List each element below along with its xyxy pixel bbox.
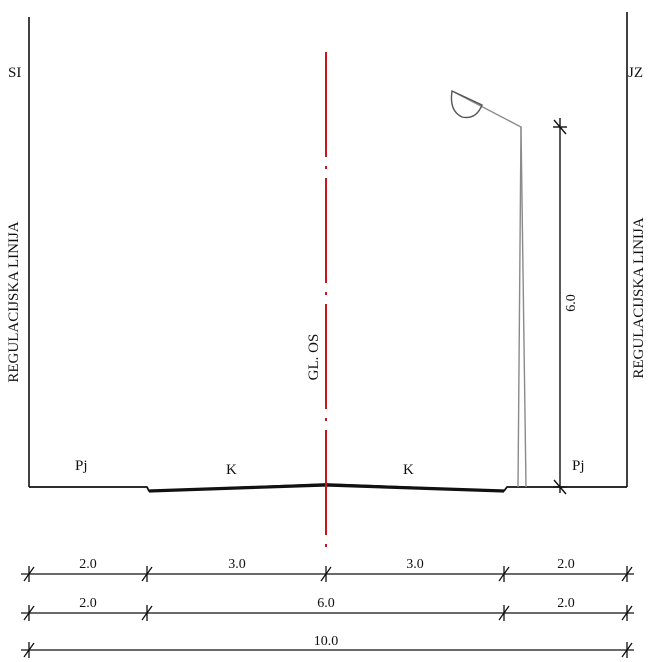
dim-row3-total: 10.0: [314, 634, 339, 649]
right-direction-label: JZ: [628, 65, 643, 81]
right-regulation-label: REGULACIJSKA LINIJA: [631, 217, 647, 378]
left-sidewalk-label: Pj: [75, 458, 88, 474]
dimension-row-2: [21, 605, 634, 621]
dimension-row-1: [21, 566, 634, 582]
dim-row2-seg3: 2.0: [557, 596, 575, 611]
dim-row2-seg2: 6.0: [317, 596, 335, 611]
lamp-height-dimension: [553, 118, 567, 495]
street-lamp-icon: [450, 89, 527, 488]
dim-row1-seg2: 3.0: [228, 557, 246, 572]
dim-row2-seg1: 2.0: [79, 596, 97, 611]
left-direction-label: SI: [8, 65, 21, 81]
dim-row1-seg1: 2.0: [79, 557, 97, 572]
left-carriageway-label: K: [226, 462, 237, 478]
dimension-row-3: [21, 642, 634, 658]
centerline-label: GL. OS: [306, 334, 322, 381]
right-carriageway-label: K: [403, 462, 414, 478]
dim-row1-seg4: 2.0: [557, 557, 575, 572]
left-regulation-label: REGULACIJSKA LINIJA: [6, 221, 22, 382]
lamp-height-label: 6.0: [564, 294, 579, 312]
dim-row1-seg3: 3.0: [406, 557, 424, 572]
right-sidewalk-label: Pj: [572, 458, 585, 474]
